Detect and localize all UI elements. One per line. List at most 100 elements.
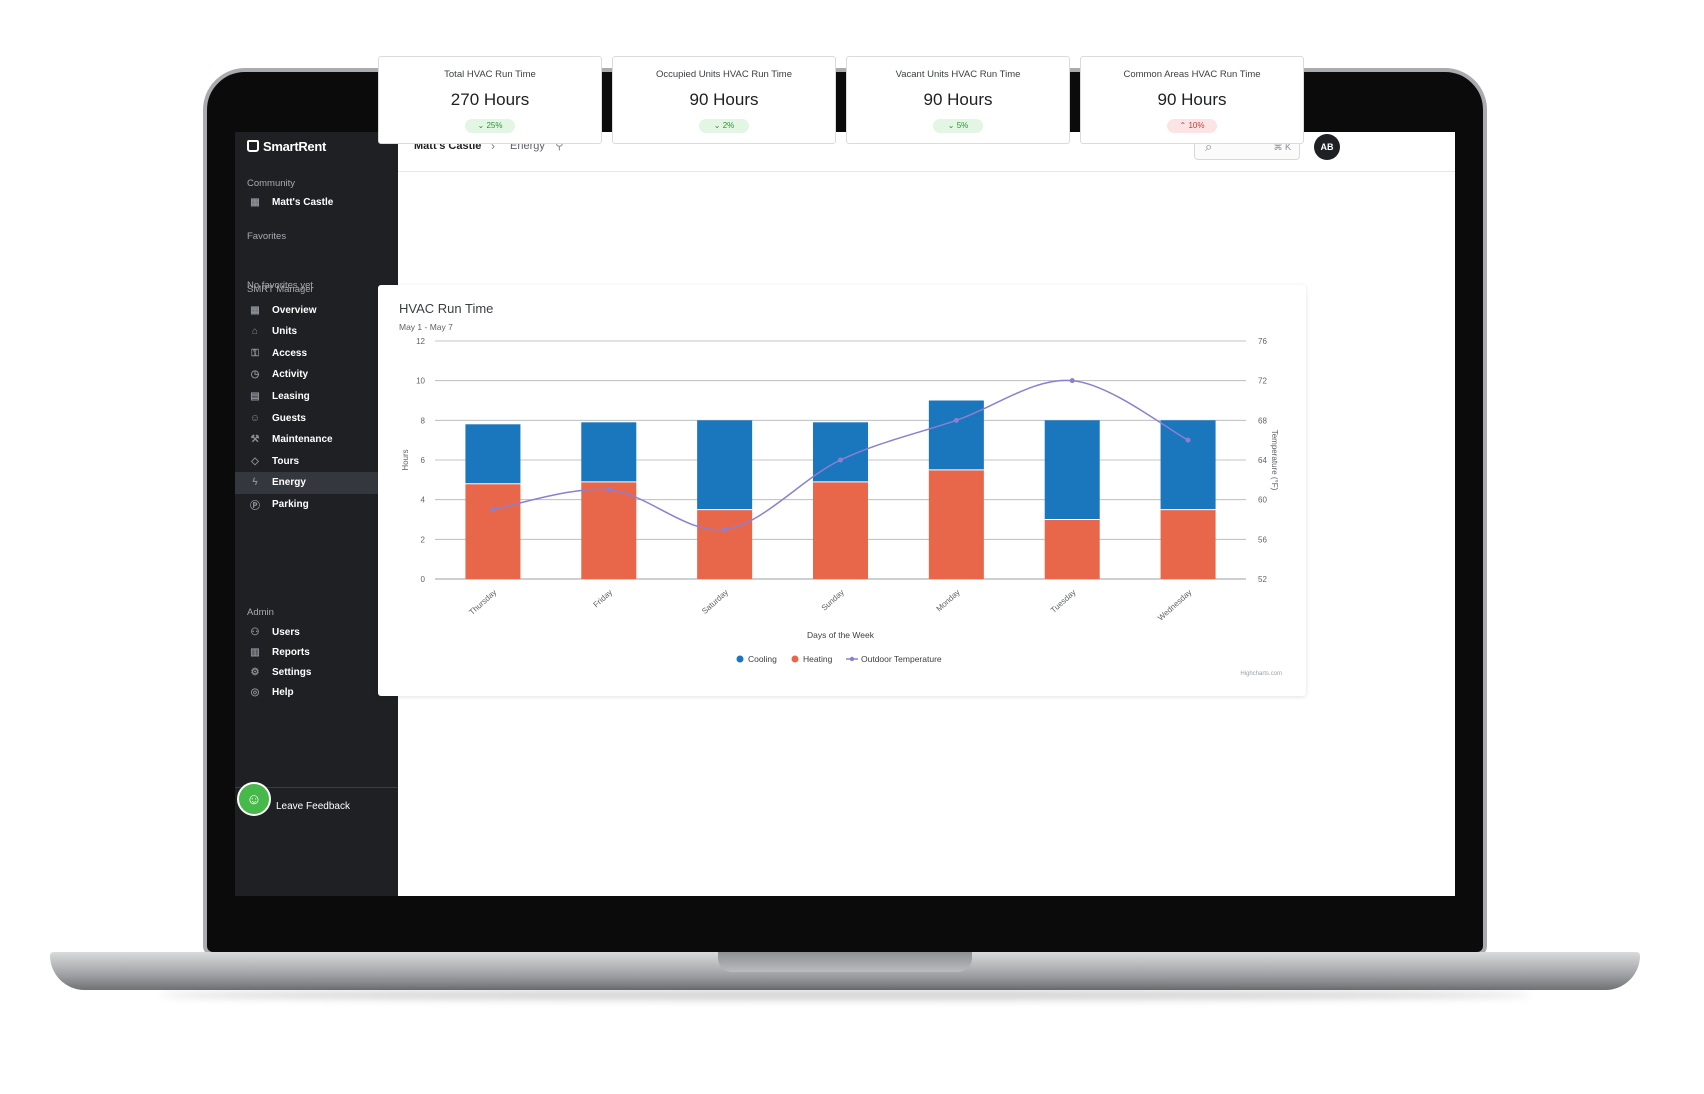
- kpi-change-badge: ⌄ 5%: [933, 119, 983, 133]
- sidebar-item-label: Overview: [272, 304, 317, 316]
- bar-cooling-thursday: [465, 424, 521, 484]
- bar-cooling-saturday: [697, 420, 753, 510]
- chevron-down-icon: ⌄: [713, 121, 723, 130]
- pin-icon[interactable]: ⚲: [555, 138, 564, 152]
- chart-subtitle: May 1 - May 7: [399, 322, 453, 332]
- sidebar-item-reports[interactable]: ▥ Reports: [235, 641, 395, 663]
- y-right-tick-label: 56: [1258, 535, 1267, 544]
- sidebar-item-overview[interactable]: ▦ Overview: [235, 299, 395, 321]
- laptop-notch: [718, 952, 972, 972]
- sidebar-item-label: Access: [272, 347, 308, 359]
- kpi-change: 10%: [1188, 121, 1205, 130]
- sidebar-item-leasing[interactable]: ▤ Leasing: [235, 385, 395, 407]
- sidebar-item-users[interactable]: ⚇ Users: [235, 621, 395, 643]
- y-tick-label: 10: [416, 377, 425, 386]
- user-avatar[interactable]: AB: [1314, 134, 1340, 160]
- bar-heating-monday: [928, 469, 984, 579]
- temperature-point-saturday: [722, 526, 728, 532]
- sidebar-item-guests[interactable]: ☺ Guests: [235, 407, 395, 429]
- kpi-change-badge: ⌄ 25%: [465, 119, 515, 133]
- bar-heating-sunday: [813, 481, 868, 579]
- x-tick-label: Tuesday: [1049, 588, 1078, 615]
- leave-feedback-link[interactable]: Leave Feedback: [276, 801, 350, 812]
- sidebar-item-label: Guests: [272, 412, 306, 424]
- kpi-title: Common Areas HVAC Run Time: [1123, 69, 1261, 80]
- community-name: Matt's Castle: [272, 196, 334, 208]
- search-shortcut-hint: ⌘ K: [1273, 142, 1291, 152]
- chevron-up-icon: ⌃: [1179, 121, 1189, 130]
- y-axis-label: Hours: [401, 449, 410, 470]
- sidebar-item-settings[interactable]: ⚙ Settings: [235, 662, 395, 684]
- legend-item-cooling: Cooling: [748, 654, 777, 664]
- temperature-point-sunday: [838, 457, 843, 463]
- y-right-tick-label: 68: [1258, 416, 1267, 425]
- x-tick-label: Saturday: [700, 588, 730, 616]
- y-tick-label: 12: [416, 337, 425, 346]
- sidebar-item-label: Tours: [272, 455, 300, 467]
- y-right-tick-label: 64: [1258, 456, 1267, 465]
- sidebar-item-access[interactable]: ⚿ Access: [235, 342, 395, 364]
- sidebar: SmartRent Community ▦ Matt's Castle Favo…: [235, 132, 398, 896]
- temperature-point-tuesday: [1069, 378, 1075, 384]
- sidebar-item-label: Settings: [272, 667, 312, 679]
- x-tick-label: Monday: [935, 588, 962, 614]
- kpi-card-total: Total HVAC Run Time 270 Hours ⌄ 25%: [378, 56, 602, 144]
- sidebar-item-parking[interactable]: Ⓟ Parking: [235, 493, 395, 515]
- bar-heating-saturday: [697, 509, 753, 579]
- y-tick-label: 4: [421, 496, 426, 505]
- sidebar-item-units[interactable]: ⌂ Units: [235, 321, 395, 343]
- building-icon: ▦: [250, 196, 260, 208]
- sidebar-item-activity[interactable]: ◷ Activity: [235, 364, 395, 386]
- bar-heating-friday: [581, 481, 637, 579]
- gear-icon: ⚙: [250, 667, 260, 679]
- guests-icon: ☺: [249, 412, 261, 424]
- sidebar-item-label: Users: [272, 626, 300, 638]
- bar-heating-tuesday: [1044, 519, 1100, 579]
- kpi-value: 90 Hours: [1157, 90, 1227, 109]
- x-axis-label: Days of the Week: [807, 630, 875, 640]
- kpi-title: Occupied Units HVAC Run Time: [655, 69, 793, 80]
- sidebar-community-item[interactable]: ▦ Matt's Castle: [235, 191, 395, 213]
- logo-text: SmartRent: [263, 138, 327, 154]
- temperature-point-wednesday: [1185, 437, 1191, 443]
- kpi-card-common-areas: Common Areas HVAC Run Time 90 Hours ⌃ 10…: [1080, 56, 1304, 144]
- bar-heating-wednesday: [1160, 509, 1216, 579]
- chart-credit: Highcharts.com: [1240, 671, 1282, 677]
- y-right-tick-label: 52: [1258, 575, 1267, 584]
- sidebar-item-label: Reports: [272, 646, 310, 658]
- chart-title: HVAC Run Time: [399, 301, 493, 316]
- kpi-value: 270 Hours: [450, 90, 530, 109]
- feedback-icon[interactable]: ☺: [237, 782, 271, 816]
- smartrent-logo[interactable]: SmartRent: [247, 138, 326, 154]
- sidebar-item-tours[interactable]: ◇ Tours: [235, 450, 395, 472]
- x-tick-label: Friday: [592, 588, 615, 610]
- users-icon: ⚇: [250, 626, 260, 638]
- temperature-point-thursday: [490, 507, 496, 513]
- sidebar-item-help[interactable]: ◎ Help: [235, 682, 395, 704]
- kpi-change: 5%: [956, 121, 969, 130]
- parking-icon: Ⓟ: [250, 500, 260, 512]
- kpi-value: 90 Hours: [923, 90, 993, 109]
- kpi-value: 90 Hours: [689, 90, 759, 109]
- y-right-axis-label: Temperature (°F): [1270, 430, 1279, 491]
- bar-cooling-monday: [928, 400, 984, 470]
- reports-icon: ▥: [250, 646, 260, 658]
- legend-marker-heating: [791, 655, 799, 663]
- y-tick-label: 0: [421, 575, 426, 584]
- smrt-manager-label: SMRT Manager: [247, 284, 314, 295]
- kpi-change-badge: ⌃ 10%: [1167, 119, 1217, 133]
- bar-heating-thursday: [465, 483, 521, 579]
- bar-cooling-tuesday: [1044, 420, 1100, 520]
- kpi-title: Vacant Units HVAC Run Time: [895, 69, 1021, 80]
- legend-marker-dot: [849, 656, 855, 662]
- hvac-chart-panel: HVAC Run Time May 1 - May 7 0 2 4 6 8 10 12 52 56 6…: [378, 285, 1306, 696]
- temperature-point-friday: [606, 487, 612, 493]
- sidebar-item-energy[interactable]: ϟ Energy: [235, 471, 395, 494]
- bar-cooling-friday: [581, 422, 637, 482]
- tag-icon: ◇: [251, 455, 259, 467]
- sidebar-item-maintenance[interactable]: ⚒ Maintenance: [235, 429, 395, 451]
- grid-icon: ▦: [250, 304, 260, 316]
- sidebar-item-label: Activity: [272, 369, 309, 381]
- bar-cooling-wednesday: [1160, 420, 1216, 510]
- sidebar-item-label: Parking: [272, 498, 309, 510]
